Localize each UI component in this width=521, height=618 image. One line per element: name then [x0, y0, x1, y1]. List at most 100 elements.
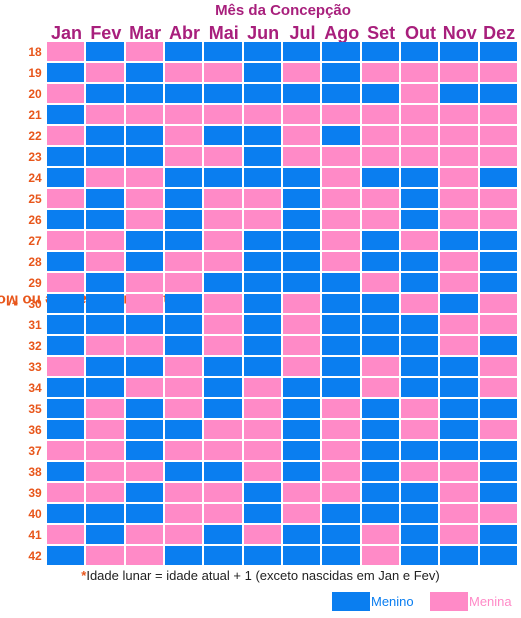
girl-cell-33-dez [479, 357, 517, 376]
age-label-23: 23 [28, 150, 42, 164]
age-label-36: 36 [28, 423, 42, 437]
boy-cell-23-fev [86, 147, 124, 166]
boy-cell-28-mar [125, 252, 163, 271]
boy-cell-33-jun [243, 357, 281, 376]
boy-cell-31-ago [322, 315, 360, 334]
age-label-34: 34 [28, 381, 42, 395]
boy-cell-27-mar [125, 231, 163, 250]
girl-cell-35-abr [164, 399, 203, 418]
girl-cell-23-set [361, 147, 399, 166]
girl-cell-25-ago [322, 189, 360, 208]
girl-cell-23-jul [282, 147, 321, 166]
girl-cell-39-jul [282, 483, 321, 502]
girl-cell-37-jan [47, 441, 85, 460]
girl-cell-26-mar [125, 210, 163, 229]
girl-cell-33-set [361, 357, 399, 376]
boy-cell-27-abr [164, 231, 203, 250]
boy-cell-29-jun [243, 273, 281, 292]
girl-cell-37-mai [204, 441, 242, 460]
girl-cell-19-fev [86, 63, 124, 82]
girl-cell-21-set [361, 105, 399, 124]
age-label-24: 24 [28, 171, 42, 185]
y-axis-title-asterisk: * [12, 291, 18, 309]
boy-cell-39-out [400, 483, 439, 502]
boy-cell-20-mar [125, 84, 163, 103]
boy-cell-25-abr [164, 189, 203, 208]
girl-cell-32-nov [440, 336, 478, 355]
legend-boy-label: Menino [371, 594, 414, 609]
boy-cell-39-mar [125, 483, 163, 502]
boy-cell-35-jan [47, 399, 85, 418]
age-label-21: 21 [28, 108, 42, 122]
girl-cell-36-ago [322, 420, 360, 439]
girl-cell-38-mar [125, 462, 163, 481]
month-label-jun: Jun [247, 23, 280, 43]
boy-cell-41-fev [86, 525, 124, 544]
girl-cell-30-jul [282, 294, 321, 313]
boy-cell-40-ago [322, 504, 360, 523]
age-label-40: 40 [28, 507, 42, 521]
age-label-18: 18 [28, 45, 42, 59]
boy-cell-22-mar [125, 126, 163, 145]
girl-cell-36-out [400, 420, 439, 439]
girl-cell-35-ago [322, 399, 360, 418]
boy-cell-27-set [361, 231, 399, 250]
boy-cell-18-fev [86, 42, 124, 61]
footnote-text: Idade lunar = idade atual + 1 (exceto na… [86, 568, 440, 583]
girl-cell-21-nov [440, 105, 478, 124]
girl-cell-21-dez [479, 105, 517, 124]
boy-cell-40-jan [47, 504, 85, 523]
girl-cell-21-out [400, 105, 439, 124]
girl-cell-40-abr [164, 504, 203, 523]
boy-cell-42-jan [47, 546, 85, 565]
girl-cell-33-abr [164, 357, 203, 376]
girl-cell-25-mar [125, 189, 163, 208]
girl-cell-42-mar [125, 546, 163, 565]
girl-cell-31-nov [440, 315, 478, 334]
boy-cell-28-set [361, 252, 399, 271]
boy-cell-41-mai [204, 525, 242, 544]
girl-cell-23-mai [204, 147, 242, 166]
boy-cell-33-mai [204, 357, 242, 376]
girl-cell-33-jan [47, 357, 85, 376]
boy-cell-26-out [400, 210, 439, 229]
girl-cell-34-jun [243, 378, 281, 397]
month-label-ago: Ago [324, 23, 360, 43]
boy-cell-31-fev [86, 315, 124, 334]
girl-cell-41-nov [440, 525, 478, 544]
girl-cell-30-dez [479, 294, 517, 313]
boy-cell-38-dez [479, 462, 517, 481]
boy-cell-34-fev [86, 378, 124, 397]
girl-cell-31-jul [282, 315, 321, 334]
girl-cell-18-mar [125, 42, 163, 61]
boy-cell-26-fev [86, 210, 124, 229]
boy-cell-20-set [361, 84, 399, 103]
boy-cell-32-ago [322, 336, 360, 355]
girl-cell-41-mar [125, 525, 163, 544]
girl-cell-38-nov [440, 462, 478, 481]
boy-cell-31-out [400, 315, 439, 334]
month-label-jan: Jan [50, 23, 83, 43]
girl-cell-22-out [400, 126, 439, 145]
boy-cell-42-nov [440, 546, 478, 565]
girl-cell-32-jul [282, 336, 321, 355]
girl-cell-40-dez [479, 504, 517, 523]
girl-cell-27-out [400, 231, 439, 250]
month-label-nov: Nov [442, 23, 477, 43]
boy-cell-33-fev [86, 357, 124, 376]
girl-cell-20-out [400, 84, 439, 103]
boy-cell-18-dez [479, 42, 517, 61]
boy-cell-18-jul [282, 42, 321, 61]
girl-cell-31-mai [204, 315, 242, 334]
girl-cell-26-mai [204, 210, 242, 229]
boy-cell-35-nov [440, 399, 478, 418]
girl-cell-39-ago [322, 483, 360, 502]
girl-cell-37-abr [164, 441, 203, 460]
girl-cell-23-dez [479, 147, 517, 166]
boy-cell-32-jan [47, 336, 85, 355]
girl-cell-28-ago [322, 252, 360, 271]
girl-cell-34-abr [164, 378, 203, 397]
boy-cell-19-mar [125, 63, 163, 82]
footnote: *Idade lunar = idade atual + 1 (exceto n… [0, 568, 521, 583]
boy-cell-28-jul [282, 252, 321, 271]
